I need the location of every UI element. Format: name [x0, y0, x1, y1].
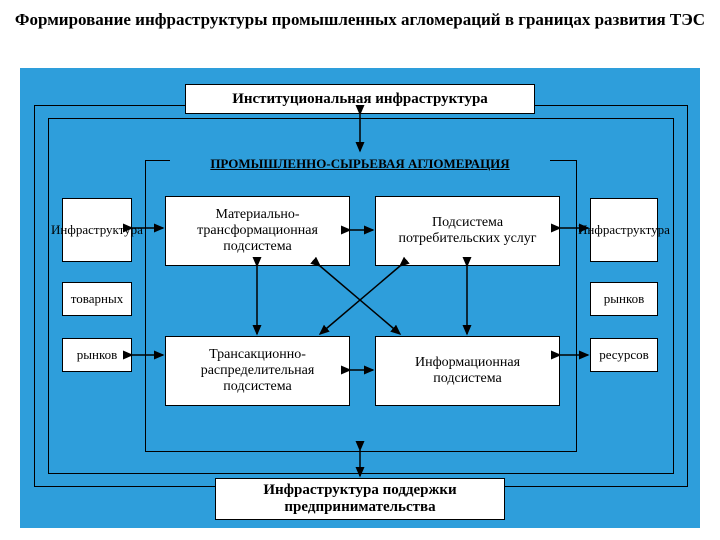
- quad-4: Информационная подсистема: [375, 336, 560, 406]
- left-box-1: Инфраструктура: [62, 198, 132, 262]
- diagram-title: Формирование инфраструктуры промышленных…: [0, 8, 720, 32]
- box-institutional: Институциональная инфраструктура: [185, 84, 535, 114]
- diagram-canvas: Формирование инфраструктуры промышленных…: [0, 0, 720, 540]
- right-box-2: рынков: [590, 282, 658, 316]
- title-line2: развития ТЭС: [595, 10, 706, 29]
- quad-2: Подсистема потребительских услуг: [375, 196, 560, 266]
- left-box-2: товарных: [62, 282, 132, 316]
- title-line1: Формирование инфраструктуры промышленных…: [15, 10, 590, 29]
- right-box-3: ресурсов: [590, 338, 658, 372]
- right-box-1: Инфраструктура: [590, 198, 658, 262]
- box-bottom: Инфраструктура поддержки предприниматель…: [215, 478, 505, 520]
- left-box-3: рынков: [62, 338, 132, 372]
- quad-1: Материально-трансформационная подсистема: [165, 196, 350, 266]
- quad-3: Трансакционно-распределительная подсисте…: [165, 336, 350, 406]
- center-header-text: ПРОМЫШЛЕННО-СЫРЬЕВАЯ АГЛОМЕРАЦИЯ: [170, 156, 550, 172]
